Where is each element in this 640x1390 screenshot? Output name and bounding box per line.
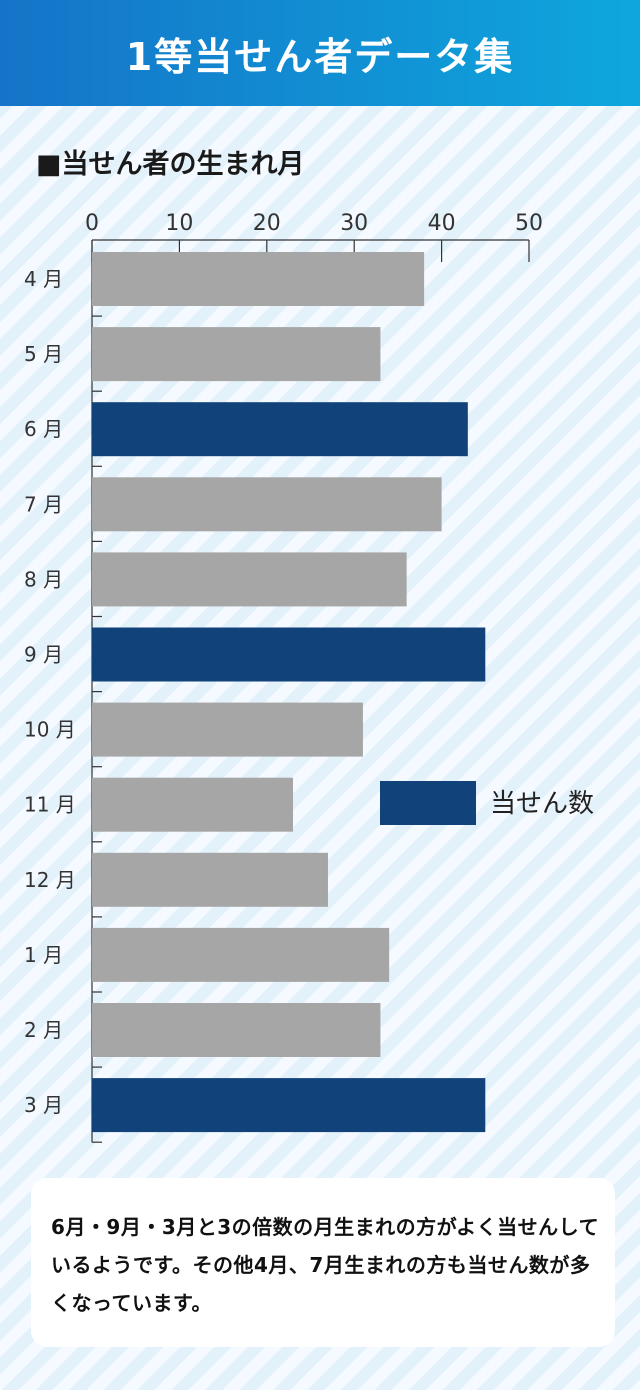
chart-title: ■当せん者の生まれ月	[36, 149, 305, 180]
birth-month-bar-chart: 0 10 20 30 40 50 4 月 5 月 6 月 7 月 8 月 9 月 10 月 11 月 12 …	[24, 211, 594, 1143]
x-tick-label: 40	[428, 211, 456, 236]
category-label: 11 月	[24, 793, 76, 817]
legend-swatch	[380, 781, 476, 825]
note-text: 6月・9月・3月と3の倍数の月生まれの方がよく当せんしているようです。その他4月…	[51, 1215, 600, 1315]
category-label: 1 月	[24, 943, 63, 967]
bar	[92, 477, 442, 532]
x-tick-label: 50	[515, 211, 543, 236]
category-label: 3 月	[24, 1093, 63, 1117]
bar	[92, 252, 425, 306]
category-label: 8 月	[24, 567, 63, 591]
bar	[92, 552, 407, 607]
category-label: 2 月	[24, 1018, 63, 1042]
category-label: 4 月	[24, 267, 63, 291]
bar	[92, 777, 294, 832]
bar	[92, 1003, 381, 1057]
bar	[92, 1078, 486, 1133]
note-card: 6月・9月・3月と3の倍数の月生まれの方がよく当せんしているようです。その他4月…	[31, 1178, 615, 1347]
bar	[92, 402, 468, 457]
legend-label: 当せん数	[490, 789, 594, 819]
x-tick-label: 0	[85, 211, 99, 236]
x-tick-label: 30	[340, 211, 368, 236]
category-label: 7 月	[24, 492, 63, 516]
bar	[92, 327, 381, 382]
bar	[92, 852, 328, 907]
bar	[92, 927, 390, 982]
category-label: 10 月	[24, 718, 76, 742]
bar	[92, 702, 363, 757]
category-label: 12 月	[24, 868, 76, 892]
x-tick-label: 10	[165, 211, 193, 236]
header-banner: 1等当せん者データ集	[0, 0, 640, 106]
category-label: 6 月	[24, 417, 63, 441]
x-tick-label: 20	[253, 211, 281, 236]
category-label: 9 月	[24, 643, 63, 667]
page-title: 1等当せん者データ集	[125, 34, 515, 79]
bar	[92, 627, 486, 682]
category-label: 5 月	[24, 342, 63, 366]
